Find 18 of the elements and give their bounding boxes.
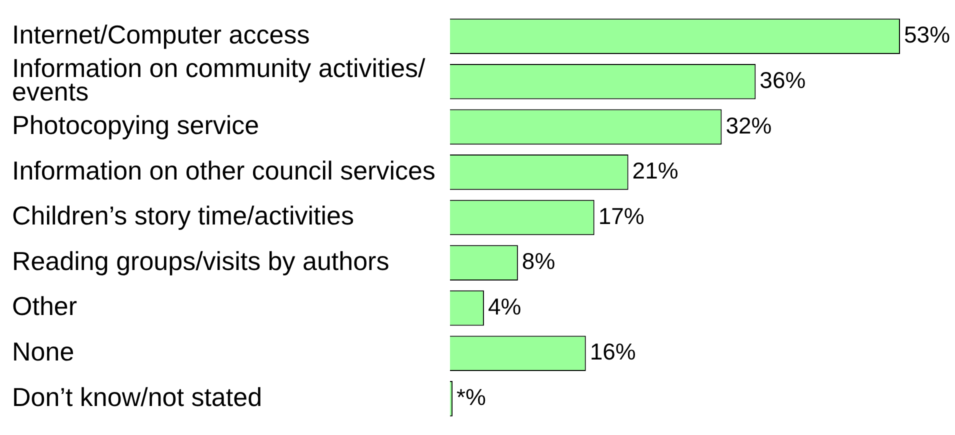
data-label: 36% [760,66,806,93]
data-label: 32% [726,112,772,138]
y-tick-label: Other [12,291,78,322]
y-tick-label: Information on community activities/ events [12,53,426,107]
data-label: 8% [522,248,556,274]
y-tick-label: Don’t know/not stated [12,382,262,412]
y-tick-label: Internet/Computer access [12,20,310,50]
y-tick-label: Children’s story time/activities [12,200,354,231]
data-label: 4% [488,293,522,320]
y-tick-label: Photocopying service [12,110,260,140]
data-label: 53% [904,22,950,48]
data-label: 21% [632,158,678,184]
data-label: 17% [598,202,644,229]
y-tick-label: Information on other council services [12,155,436,186]
data-label: 16% [590,338,636,365]
y-tick-label: None [12,336,74,367]
y-tick-label: Reading groups/visits by authors [12,246,390,276]
data-label: *% [456,384,486,410]
